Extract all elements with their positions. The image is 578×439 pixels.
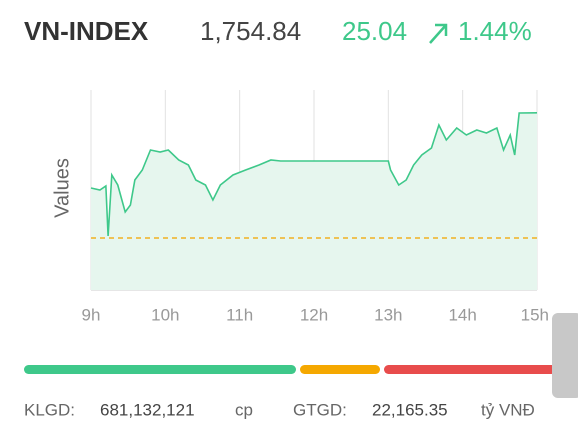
plot-area: 9h 10h 11h 12h 13h 14h 15h [82, 90, 549, 324]
value-label: GTGD: [293, 400, 347, 419]
x-tick-label: 12h [300, 305, 328, 324]
price-line [90, 112, 538, 237]
x-tick-label: 9h [82, 305, 101, 324]
value: 22,165.35 [372, 400, 448, 419]
market-breadth [24, 365, 556, 374]
breadth-bar [384, 365, 556, 374]
volume-unit: cp [235, 400, 253, 419]
index-price: 1,754.84 [200, 16, 301, 46]
x-tick-label: 11h [226, 305, 253, 324]
index-title: VN-INDEX [24, 16, 149, 46]
breadth-bar [24, 365, 296, 374]
scrollbar[interactable] [552, 313, 578, 398]
x-tick-label: 15h [521, 305, 549, 324]
breadth-bar [300, 365, 380, 374]
area-fill [91, 112, 537, 290]
x-tick-label: 14h [448, 305, 476, 324]
volume: 681,132,121 [100, 400, 195, 419]
value-unit: tỷ VNĐ [481, 400, 535, 419]
y-axis-label: Values [51, 158, 73, 218]
index-change-pct: 1.44% [458, 16, 532, 46]
x-tick-label: 10h [151, 305, 179, 324]
up-arrow-icon [429, 23, 448, 44]
index-change: 25.04 [342, 16, 407, 46]
x-tick-label: 13h [374, 305, 402, 324]
volume-label: KLGD: [24, 400, 75, 419]
